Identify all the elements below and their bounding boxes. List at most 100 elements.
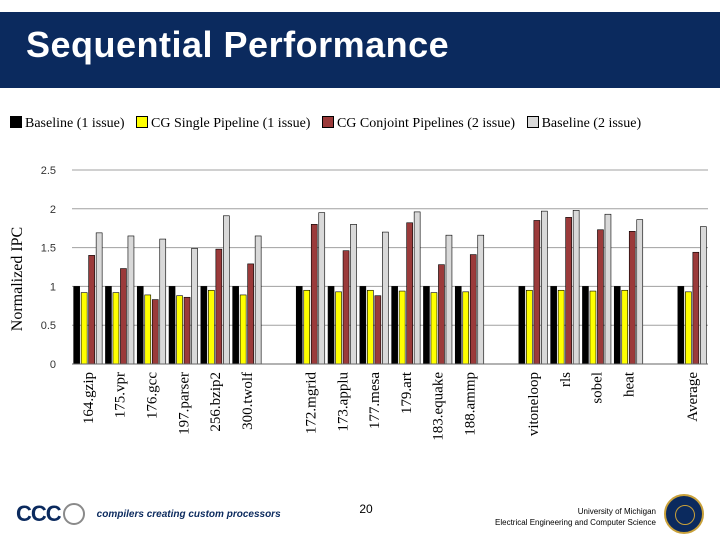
bar-164.gzip-series-0	[73, 286, 80, 365]
logo-tagline: compilers creating custom processors	[96, 508, 281, 520]
bar-256.bzip2-series-2	[215, 248, 223, 365]
x-tick-label: heat	[622, 371, 638, 397]
legend-item-baseline-1: Baseline (1 issue)	[10, 116, 125, 132]
bar-256.bzip2-series-3	[223, 215, 230, 365]
bar-176.gcc-series-1	[144, 294, 152, 365]
bar-179.art-series-0	[391, 286, 398, 365]
x-tick-label: Average	[685, 372, 701, 422]
y-tick-label: 1	[50, 281, 56, 293]
legend-item-cg-single: CG Single Pipeline (1 issue)	[136, 116, 310, 132]
x-tick-label: 164.gzip	[81, 372, 97, 424]
bar-172.mgrid-series-0	[295, 286, 303, 365]
bar-sobel-series-3	[604, 213, 612, 365]
bar-176.gcc-series-0	[136, 286, 144, 365]
bar-300.twolf-series-1	[239, 294, 247, 365]
logo-ccc-text: CCC	[16, 501, 62, 526]
legend-swatch-cg-conjoint	[321, 116, 334, 128]
bar-175.vpr-series-3	[127, 235, 135, 365]
bar-172.mgrid-series-1	[303, 289, 311, 365]
legend-swatch-baseline-2	[526, 116, 539, 128]
x-tick-label: 300.twolf	[240, 372, 256, 430]
bar-heat-series-1	[621, 289, 629, 365]
bar-Average-series-2	[692, 251, 700, 365]
university-name: University of Michigan	[577, 507, 656, 516]
bar-rls-series-3	[572, 210, 580, 365]
legend-swatch-cg-single	[136, 116, 149, 128]
x-tick-label: 256.bzip2	[208, 372, 224, 432]
bar-heat-series-0	[613, 286, 621, 365]
x-tick-label: 197.parser	[176, 372, 192, 435]
bar-183.equake-series-3	[445, 234, 453, 365]
bar-188.ammp-series-2	[469, 254, 477, 365]
y-tick-label: 2.5	[41, 165, 56, 177]
bar-177.mesa-series-3	[382, 231, 389, 365]
legend-item-baseline-2: Baseline (2 issue)	[526, 116, 642, 132]
bar-177.mesa-series-2	[374, 295, 382, 365]
x-tick-label: 172.mgrid	[304, 372, 320, 435]
y-axis-label: Normalized IPC	[9, 227, 26, 331]
x-tick-label: 183.equake	[431, 372, 447, 441]
bar-179.art-series-3	[413, 211, 421, 365]
bar-197.parser-series-1	[176, 295, 183, 365]
bar-300.twolf-series-2	[247, 263, 254, 365]
bar-sobel-series-2	[597, 229, 604, 365]
bar-300.twolf-series-0	[232, 286, 239, 365]
bar-175.vpr-series-1	[112, 292, 120, 365]
bar-173.applu-series-1	[335, 291, 342, 365]
bar-177.mesa-series-0	[359, 286, 367, 365]
bar-vitoneloop-series-1	[526, 289, 533, 365]
bar-vitoneloop-series-3	[541, 210, 548, 365]
y-tick-label: 0	[50, 359, 56, 371]
bar-vitoneloop-series-0	[518, 286, 526, 365]
y-tick-label: 2	[50, 204, 56, 216]
x-tick-label: sobel	[590, 372, 606, 404]
bar-300.twolf-series-3	[254, 235, 262, 365]
legend-item-cg-conjoint: CG Conjoint Pipelines (2 issue)	[321, 116, 515, 132]
bar-197.parser-series-0	[168, 286, 176, 365]
x-tick-label: 177.mesa	[367, 372, 383, 429]
legend-label-baseline-2: Baseline (2 issue)	[541, 116, 642, 131]
title-bar	[0, 12, 720, 88]
bar-183.equake-series-1	[430, 292, 438, 365]
x-tick-label: 173.applu	[335, 372, 351, 432]
bar-sobel-series-0	[582, 286, 589, 365]
y-tick-label: 1.5	[41, 243, 56, 255]
x-tick-label: 176.gcc	[145, 372, 161, 419]
x-tick-label: 179.art	[399, 371, 415, 414]
x-tick-label: vitoneloop	[526, 372, 542, 436]
bar-183.equake-series-0	[423, 286, 430, 365]
chart-legend: Baseline (1 issue) CG Single Pipeline (1…	[10, 116, 649, 132]
bar-197.parser-series-3	[191, 248, 198, 365]
bar-188.ammp-series-3	[477, 234, 485, 365]
bar-179.art-series-1	[398, 290, 406, 365]
university-seal-icon	[664, 494, 704, 534]
bar-175.vpr-series-2	[120, 268, 127, 365]
ipc-bar-chart: 0 0.5 1 1.5 2 2.5 Normalized IPC 164.gzip 175.vp…	[9, 165, 708, 441]
bar-188.ammp-series-0	[454, 286, 462, 365]
bar-rls-series-2	[565, 217, 572, 365]
bar-heat-series-3	[636, 219, 644, 365]
bar-177.mesa-series-1	[367, 289, 374, 365]
bar-176.gcc-series-2	[151, 299, 159, 365]
bar-sobel-series-1	[589, 290, 597, 365]
legend-swatch-baseline-1	[10, 116, 22, 128]
bar-164.gzip-series-2	[88, 255, 95, 365]
bar-rls-series-0	[550, 286, 557, 365]
logo-swirl-icon	[62, 503, 85, 525]
bar-172.mgrid-series-3	[318, 212, 326, 365]
bar-vitoneloop-series-2	[533, 220, 541, 365]
ccc-logo: CCC compilers creating custom processors	[16, 501, 281, 527]
bar-188.ammp-series-1	[462, 291, 470, 365]
bar-Average-series-3	[700, 226, 707, 365]
bar-173.applu-series-2	[342, 250, 350, 365]
bar-Average-series-1	[685, 291, 692, 365]
bar-164.gzip-series-1	[80, 292, 88, 365]
bar-Average-series-0	[677, 286, 685, 365]
bar-176.gcc-series-3	[159, 238, 167, 365]
x-tick-label: 188.ammp	[463, 372, 479, 436]
legend-label-cg-single: CG Single Pipeline (1 issue)	[151, 116, 311, 131]
bar-183.equake-series-2	[438, 264, 445, 365]
bar-172.mgrid-series-2	[310, 224, 318, 365]
slide-title: Sequential Performance	[26, 24, 450, 65]
x-tick-label: rls	[558, 372, 574, 387]
